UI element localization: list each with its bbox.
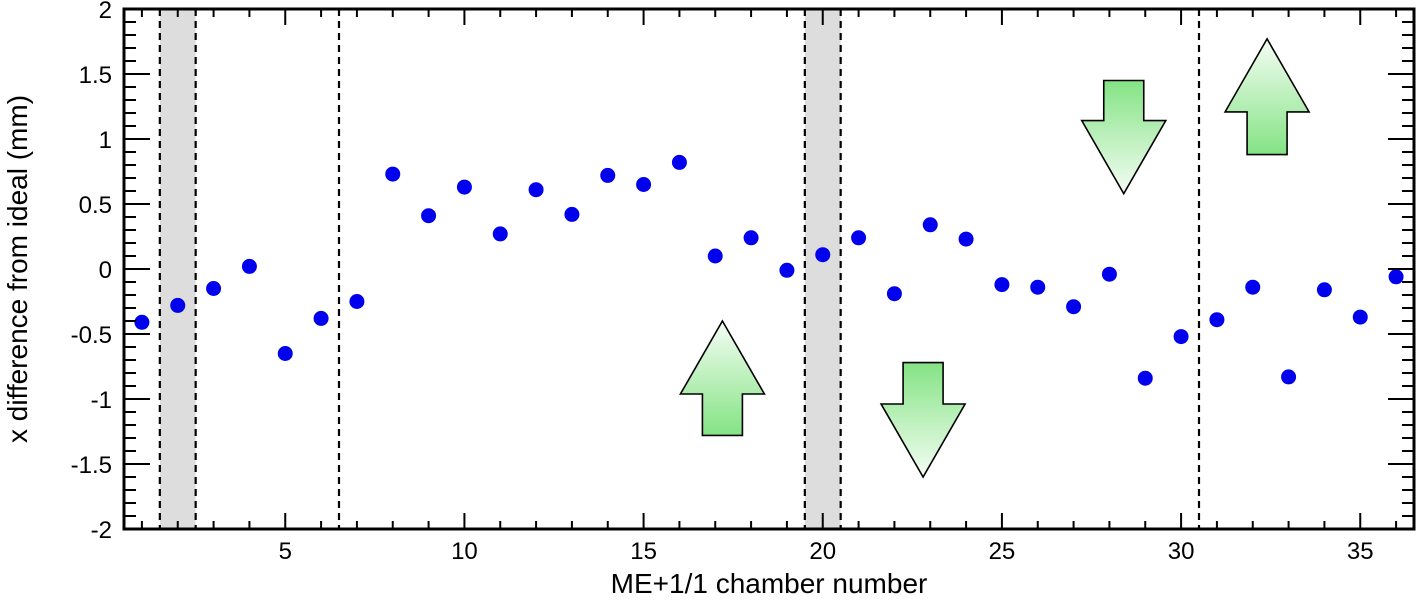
data-point — [206, 281, 222, 296]
x-tick-label: 5 — [279, 538, 292, 565]
data-point — [600, 167, 616, 183]
y-tick-label: -2 — [91, 517, 112, 544]
x-tick-label: 15 — [630, 538, 657, 565]
y-axis-title: x difference from ideal (mm) — [2, 95, 33, 443]
data-point — [528, 182, 544, 198]
x-tick-label: 10 — [451, 538, 478, 565]
x-tick-label: 35 — [1347, 538, 1374, 565]
shaded-band — [804, 9, 841, 529]
data-point — [671, 154, 687, 170]
y-tick-label: -1 — [91, 387, 112, 414]
data-point — [779, 262, 795, 278]
data-point — [1352, 309, 1368, 325]
data-point — [349, 294, 365, 309]
y-tick-label: -1.5 — [71, 452, 112, 479]
y-tick-label: 0.5 — [79, 192, 112, 219]
x-tick-label: 30 — [1168, 538, 1195, 565]
data-point — [886, 286, 902, 302]
x-tick-label: 25 — [989, 538, 1016, 565]
data-point — [277, 346, 293, 361]
y-tick-label: 1.5 — [79, 62, 112, 89]
data-point — [313, 310, 329, 326]
data-point — [958, 231, 974, 247]
data-point — [1173, 329, 1189, 345]
data-point — [421, 208, 437, 224]
data-point — [707, 248, 723, 264]
data-point — [815, 247, 831, 263]
data-point — [922, 217, 938, 233]
data-point — [1209, 312, 1225, 328]
data-point — [1101, 266, 1117, 282]
shaded-band — [159, 9, 196, 529]
plot-frame — [122, 7, 1416, 531]
data-point — [456, 179, 472, 195]
data-point — [241, 258, 257, 274]
data-point — [1245, 279, 1261, 295]
data-point — [492, 226, 508, 242]
y-tick-label: -0.5 — [71, 322, 112, 349]
x-tick-label: 20 — [809, 538, 836, 565]
data-point — [1281, 369, 1297, 385]
data-point — [1388, 269, 1404, 285]
y-tick-label: 2 — [99, 0, 112, 24]
data-point — [1137, 370, 1153, 386]
y-tick-label: 1 — [99, 127, 112, 154]
arrow-down-icon — [879, 361, 967, 479]
arrow-up-icon — [1223, 37, 1311, 156]
y-tick-label: 0 — [99, 257, 112, 284]
data-point — [170, 297, 186, 313]
data-point — [636, 177, 652, 192]
data-point — [851, 230, 867, 246]
data-point — [385, 166, 401, 182]
arrow-down-icon — [1080, 79, 1168, 196]
data-point — [564, 206, 580, 222]
data-point — [1316, 282, 1332, 298]
data-point — [994, 277, 1010, 293]
data-point — [134, 314, 150, 330]
arrow-up-icon — [679, 319, 766, 437]
x-axis-title: ME+1/1 chamber number — [611, 568, 928, 598]
data-point — [1066, 299, 1082, 315]
data-point — [1030, 279, 1046, 295]
data-point — [743, 230, 759, 246]
